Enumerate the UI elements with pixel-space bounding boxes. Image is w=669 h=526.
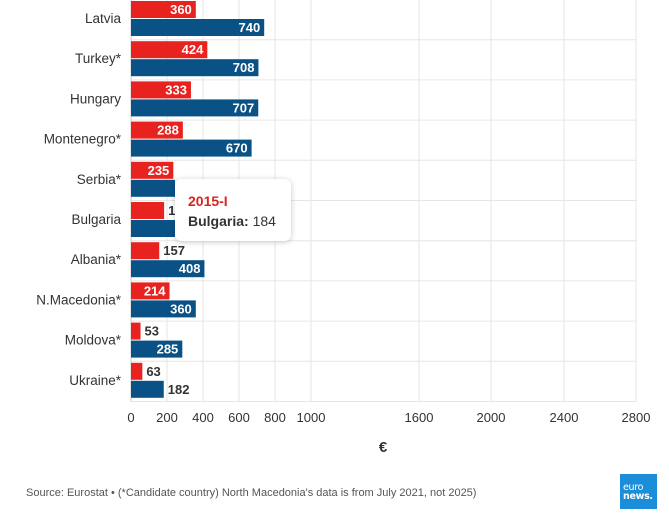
tooltip-title: 2015-I [188, 193, 228, 209]
bar-series-2 [131, 380, 164, 398]
bar-series-2015-i [131, 1, 196, 18]
logo-line-2: news. [623, 491, 653, 502]
data-label: 182 [168, 382, 190, 397]
category-label: Montenegro* [44, 132, 122, 147]
category-label: Bulgaria [71, 212, 121, 227]
chart-tooltip: 2015-I Bulgaria: 184 [175, 179, 291, 241]
x-tick-label: 1000 [297, 410, 326, 425]
category-label: Moldova* [65, 333, 122, 348]
x-tick-label: 2000 [477, 410, 506, 425]
tooltip-value: 184 [252, 213, 276, 229]
category-label: Serbia* [77, 172, 122, 187]
x-tick-label: 1600 [405, 410, 434, 425]
bar-series-2015-i [131, 81, 191, 99]
data-label: 214 [144, 283, 166, 298]
data-label: 424 [182, 42, 204, 57]
bar-series-2-occluded [131, 220, 175, 237]
bar-series-2 [131, 139, 252, 157]
data-label: 288 [157, 123, 179, 138]
bar-series-2 [131, 19, 265, 36]
category-label: Albania* [71, 252, 122, 267]
category-label: Hungary [70, 91, 121, 106]
data-label: 740 [238, 20, 260, 35]
tooltip-label: Bulgaria: [188, 213, 249, 229]
category-label: Latvia [85, 11, 122, 26]
data-label: 285 [157, 342, 179, 357]
data-label: 157 [163, 243, 185, 258]
euronews-logo[interactable]: euro news. [620, 474, 657, 509]
data-label: 360 [170, 2, 192, 17]
data-label: 670 [226, 141, 248, 156]
category-label: Ukraine* [69, 373, 122, 388]
x-tick-label: 0 [127, 410, 134, 425]
tooltip-line: Bulgaria: 184 [188, 213, 276, 229]
data-label: 235 [148, 163, 170, 178]
bar-series-2 [131, 340, 183, 358]
bar-series-2015-i [131, 41, 208, 59]
category-label: N.Macedonia* [36, 292, 122, 307]
x-axis-label: € [379, 439, 388, 456]
bar-series-2015-i [131, 362, 143, 380]
category-label: Turkey* [75, 51, 122, 66]
bar-series-2-occluded [131, 179, 175, 197]
data-label: 408 [179, 261, 201, 276]
x-tick-label: 600 [228, 410, 250, 425]
bar-series-2 [131, 260, 205, 278]
bar-series-2015-i [131, 242, 160, 260]
x-tick-label: 200 [156, 410, 178, 425]
data-label: 707 [233, 100, 255, 115]
data-label: 333 [165, 82, 187, 97]
bar-series-2015-i [131, 282, 170, 300]
bar-series-2015-i [131, 121, 183, 139]
x-tick-label: 2800 [622, 410, 651, 425]
x-tick-label: 2400 [550, 410, 579, 425]
x-tick-label: 800 [264, 410, 286, 425]
bar-series-2 [131, 99, 259, 117]
data-label: 708 [233, 60, 255, 75]
bar-series-2 [131, 59, 259, 77]
bar-series-2015-i [131, 322, 141, 340]
bar-series-2015-i [131, 202, 165, 219]
logo-line-1: euro [623, 482, 644, 493]
data-label: 63 [146, 364, 160, 379]
source-note: Source: Eurostat • (*Candidate country) … [26, 487, 477, 499]
bar-series-2015-i [131, 161, 174, 179]
data-label: 53 [145, 324, 159, 339]
data-label: 360 [170, 301, 192, 316]
bar-series-2 [131, 300, 196, 318]
x-tick-label: 400 [192, 410, 214, 425]
